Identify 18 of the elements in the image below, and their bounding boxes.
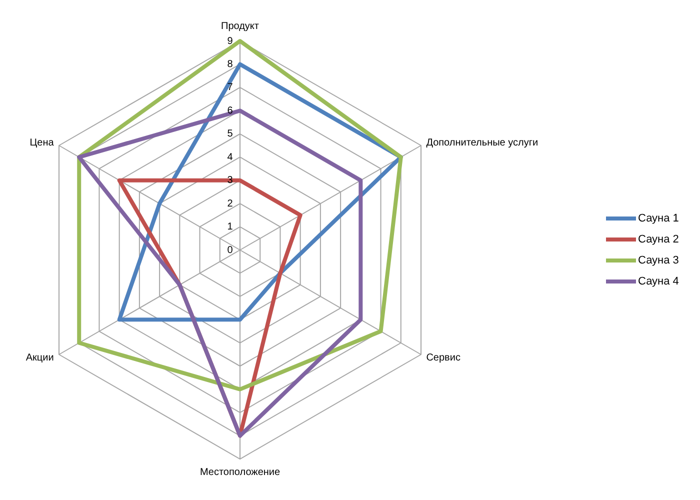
y-tick-label: 0 [227, 244, 234, 256]
legend-label: Сауна 2 [638, 234, 679, 246]
y-tick-label: 1 [227, 222, 234, 233]
spoke-label: Сервис [426, 352, 460, 364]
legend-label: Сауна 3 [638, 254, 679, 267]
y-tick-label: 9 [227, 36, 234, 47]
y-tick-label: 5 [227, 128, 234, 140]
spoke-label: Цена [30, 137, 54, 148]
y-tick-label: 7 [227, 82, 234, 94]
spoke-label: Акции [26, 352, 54, 364]
spoke-label: Дополнительные услуги [426, 137, 538, 148]
y-tick-label: 4 [227, 152, 234, 163]
legend-label: Сауна 1 [638, 212, 679, 225]
spoke-label: Продукт [221, 20, 260, 32]
y-tick-label: 2 [227, 198, 234, 210]
y-tick-label: 8 [227, 58, 234, 70]
legend-label: Сауна 4 [638, 276, 679, 288]
spoke-label: Местоположение [200, 466, 280, 478]
